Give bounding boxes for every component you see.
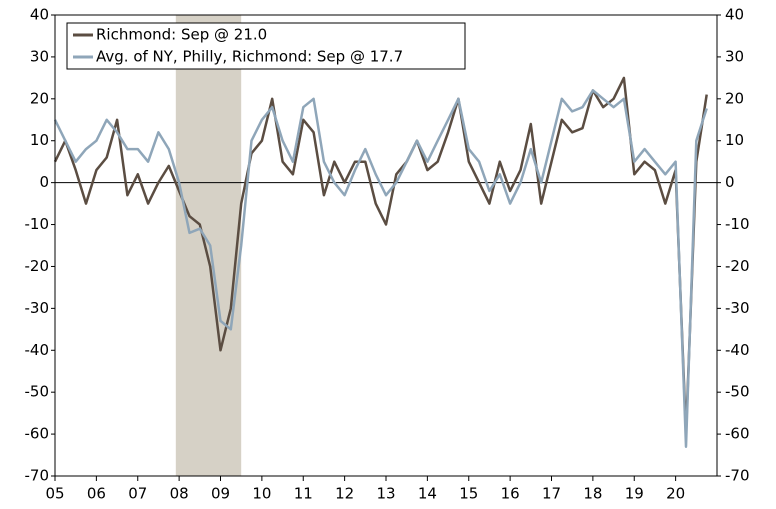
plot-frame	[54, 14, 718, 477]
recession-shade	[175, 15, 242, 476]
x-tick-label: 12	[335, 485, 354, 503]
y-tick-label: -60	[25, 425, 50, 443]
y2-tick-label: -70	[725, 467, 750, 485]
x-tick-label: 13	[376, 485, 395, 503]
y-tick-label: 20	[30, 89, 49, 107]
y-tick-label: -30	[25, 299, 50, 317]
x-tick-label: 14	[418, 485, 437, 503]
x-tick-label: 19	[625, 485, 644, 503]
x-tick-label: 05	[45, 485, 64, 503]
y2-tick-label: -30	[725, 299, 750, 317]
x-tick-label: 16	[501, 485, 520, 503]
y2-tick-label: 40	[725, 6, 744, 24]
x-tick-label: 18	[583, 485, 602, 503]
y2-tick-label: -20	[725, 257, 750, 275]
x-tick-label: 15	[459, 485, 478, 503]
y2-tick-label: -40	[725, 341, 750, 359]
y-tick-label: 30	[30, 47, 49, 65]
legend-label: Richmond: Sep @ 21.0	[96, 26, 267, 44]
y2-tick-label: 20	[725, 89, 744, 107]
x-tick-label: 11	[294, 485, 313, 503]
x-tick-label: 07	[128, 485, 147, 503]
y2-tick-label: 30	[725, 47, 744, 65]
x-tick-label: 08	[170, 485, 189, 503]
y-tick-label: -70	[25, 467, 50, 485]
series-line	[53, 76, 708, 436]
legend-label: Avg. of NY, Philly, Richmond: Sep @ 17.7	[96, 48, 403, 66]
series-line	[53, 89, 708, 448]
x-tick-label: 09	[211, 485, 230, 503]
y2-tick-label: -10	[725, 215, 750, 233]
y-tick-label: -10	[25, 215, 50, 233]
y-tick-label: 40	[30, 6, 49, 24]
x-tick-label: 10	[252, 485, 271, 503]
x-tick-label: 17	[542, 485, 561, 503]
x-tick-label: 06	[87, 485, 106, 503]
y-tick-label: -40	[25, 341, 50, 359]
x-tick-label: 20	[666, 485, 685, 503]
y2-tick-label: -50	[725, 383, 750, 401]
y-tick-label: 0	[39, 173, 49, 191]
y-tick-label: -50	[25, 383, 50, 401]
y2-tick-label: 10	[725, 131, 744, 149]
y-tick-label: -20	[25, 257, 50, 275]
legend-box	[66, 22, 466, 70]
y2-tick-label: -60	[725, 425, 750, 443]
y-tick-label: 10	[30, 131, 49, 149]
y2-tick-label: 0	[725, 173, 735, 191]
